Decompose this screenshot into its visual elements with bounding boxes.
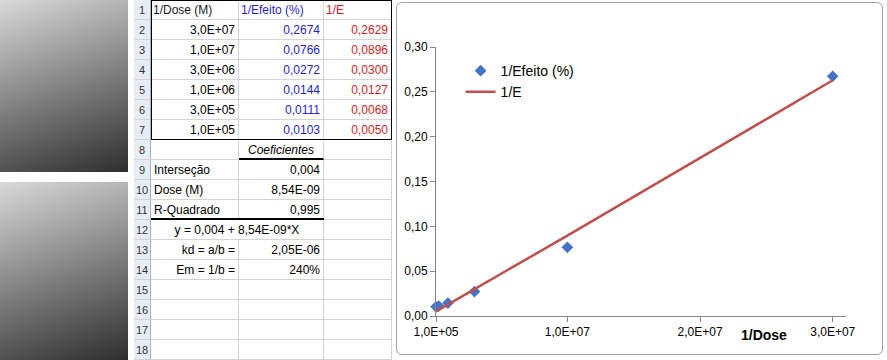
html-text:18: 18 [135,344,149,356]
html-text:3,0E+07: 3,0E+07 [190,23,235,37]
svg-text:0,15: 0,15 [404,175,428,189]
svg-text:0,00: 0,00 [404,309,428,323]
html-text:0,0144: 0,0144 [283,83,320,97]
html-text:16: 16 [135,304,149,316]
html-text:10: 10 [135,184,149,196]
svg-text:2,0E+07: 2,0E+07 [678,325,723,339]
html-text:Em = 1/b =: Em = 1/b = [176,263,235,277]
html-text:0,0766: 0,0766 [283,43,320,57]
html-text:1/Dose (M): 1/Dose (M) [153,3,213,17]
html-text:9: 9 [138,164,146,176]
html-text:17: 17 [135,324,149,336]
html-text:0,0300: 0,0300 [351,63,388,77]
html-text:14: 14 [135,264,149,276]
html-text:1/E: 1/E [326,3,344,17]
svg-text:1/Dose: 1/Dose [741,327,787,343]
html-text:3: 3 [138,44,146,56]
html-text:8: 8 [138,144,146,156]
html-text:1/Efeito (%): 1/Efeito (%) [241,3,304,17]
svg-text:3,0E+07: 3,0E+07 [810,325,855,339]
html-text:0,0068: 0,0068 [351,103,388,117]
svg-text:1,0E+05: 1,0E+05 [413,325,458,339]
html-text:0,0103: 0,0103 [283,123,320,137]
html-text:y = 0,004 + 8,54E-09*X: y = 0,004 + 8,54E-09*X [174,223,300,237]
html-text:0,0127: 0,0127 [351,83,388,97]
html-text:5: 5 [138,84,146,96]
html-text:2,05E-06: 2,05E-06 [271,243,320,257]
html-text:12: 12 [135,224,149,236]
html-text:1: 1 [138,4,146,16]
svg-text:0,20: 0,20 [404,130,428,144]
html-text:0,0050: 0,0050 [351,123,388,137]
html-text:0,0111: 0,0111 [285,103,320,117]
html-text:1,0E+06: 1,0E+06 [190,83,235,97]
svg-text:1/Efeito (%): 1/Efeito (%) [501,63,574,79]
html-text:0,995: 0,995 [290,203,320,217]
svg-text:0,05: 0,05 [404,264,428,278]
html-text:4: 4 [138,64,146,76]
html-text:0,004: 0,004 [290,163,320,177]
html-text:1,0E+05: 1,0E+05 [190,123,235,137]
html-text:2: 2 [138,24,146,36]
html-text:0,0272: 0,0272 [283,63,320,77]
html-text:6: 6 [138,104,146,116]
svg-text:1/E: 1/E [501,84,522,100]
svg-text:0,25: 0,25 [404,85,428,99]
html-text:0,2629: 0,2629 [351,23,388,37]
html-text:13: 13 [135,244,149,256]
html-text:0,2674: 0,2674 [283,23,320,37]
html-text:8,54E-09: 8,54E-09 [271,183,320,197]
html-text:Dose (M): Dose (M) [154,183,204,197]
svg-text:0,30: 0,30 [404,40,428,54]
html-text:Interseção: Interseção [154,163,210,177]
html-text:240%: 240% [289,263,320,277]
html-text:11: 11 [136,204,148,216]
svg-text:1,0E+07: 1,0E+07 [545,325,590,339]
html-text:15: 15 [135,284,149,296]
html-text:kd = a/b =: kd = a/b = [181,243,235,257]
html-text:3,0E+06: 3,0E+06 [190,63,235,77]
svg-text:0,10: 0,10 [404,220,428,234]
html-text:0,0896: 0,0896 [351,43,388,57]
html-text:Coeficientes: Coeficientes [248,143,314,157]
html-text:R-Quadrado: R-Quadrado [154,203,220,217]
html-text:3,0E+05: 3,0E+05 [190,103,235,117]
html-text:7: 7 [138,124,146,136]
html-text:1,0E+07: 1,0E+07 [190,43,235,57]
